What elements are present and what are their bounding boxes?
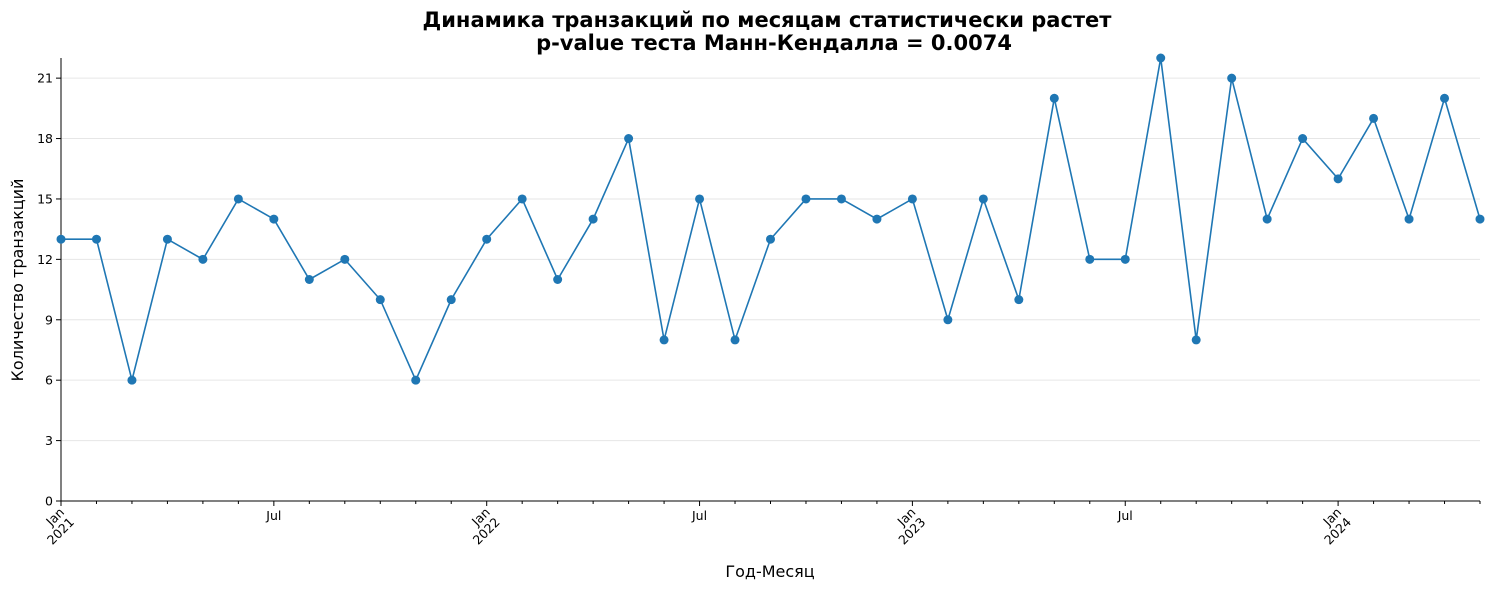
series <box>56 53 1485 385</box>
y-tick-label: 3 <box>45 433 53 448</box>
data-point <box>1085 254 1095 264</box>
y-axis-label: Количество транзакций <box>8 179 27 382</box>
data-point <box>1227 73 1237 83</box>
data-point <box>943 315 953 325</box>
data-point <box>517 194 527 204</box>
x-axis-label: Год-Месяц <box>725 562 814 581</box>
data-point <box>304 275 314 284</box>
data-point <box>695 194 705 204</box>
data-point <box>1333 174 1343 184</box>
data-point <box>1191 335 1201 345</box>
data-point <box>588 214 598 224</box>
y-axis: 0 3 6 9 12 15 18 21 <box>37 71 61 509</box>
data-point <box>1120 254 1130 264</box>
grid <box>61 77 1480 442</box>
y-tick-label: 0 <box>45 494 53 509</box>
data-point <box>1369 113 1379 123</box>
data-point <box>907 194 917 204</box>
data-point <box>269 214 279 224</box>
data-point <box>1262 214 1272 224</box>
data-point <box>91 234 101 244</box>
data-point <box>127 375 137 385</box>
data-point <box>1440 93 1450 103</box>
data-point <box>233 194 243 204</box>
x-tick-label: Jul <box>1117 508 1133 523</box>
y-tick-label: 9 <box>45 312 53 327</box>
data-point <box>56 234 66 244</box>
x-tick-label: Jul <box>691 508 707 523</box>
data-point <box>553 275 563 284</box>
data-point <box>411 375 421 385</box>
x-tick-label: Jul <box>265 508 281 523</box>
data-point <box>978 194 988 204</box>
y-tick-label: 15 <box>37 191 53 206</box>
chart-subtitle: p-value теста Манн-Кендалла = 0.0074 <box>536 31 1012 55</box>
data-point <box>801 194 811 204</box>
data-point <box>872 214 882 224</box>
data-point <box>446 295 456 305</box>
data-point <box>198 254 208 264</box>
data-point <box>659 335 669 345</box>
data-point <box>766 234 775 244</box>
y-tick-label: 18 <box>37 131 53 146</box>
chart-title: Динамика транзакций по месяцам статистич… <box>423 8 1113 32</box>
y-tick-label: 6 <box>45 373 53 388</box>
data-point <box>375 295 385 305</box>
data-point <box>1156 53 1166 63</box>
y-tick-label: 12 <box>37 252 53 267</box>
data-point <box>1404 214 1414 224</box>
data-point <box>162 234 172 244</box>
data-point <box>836 194 846 204</box>
data-point <box>624 134 634 144</box>
data-point <box>1049 93 1059 103</box>
y-tick-label: 21 <box>37 71 53 86</box>
data-point <box>482 234 492 244</box>
data-point <box>340 254 350 264</box>
data-point <box>1475 214 1485 224</box>
data-point <box>1014 295 1024 305</box>
data-point <box>730 335 740 345</box>
data-point <box>1298 134 1308 144</box>
